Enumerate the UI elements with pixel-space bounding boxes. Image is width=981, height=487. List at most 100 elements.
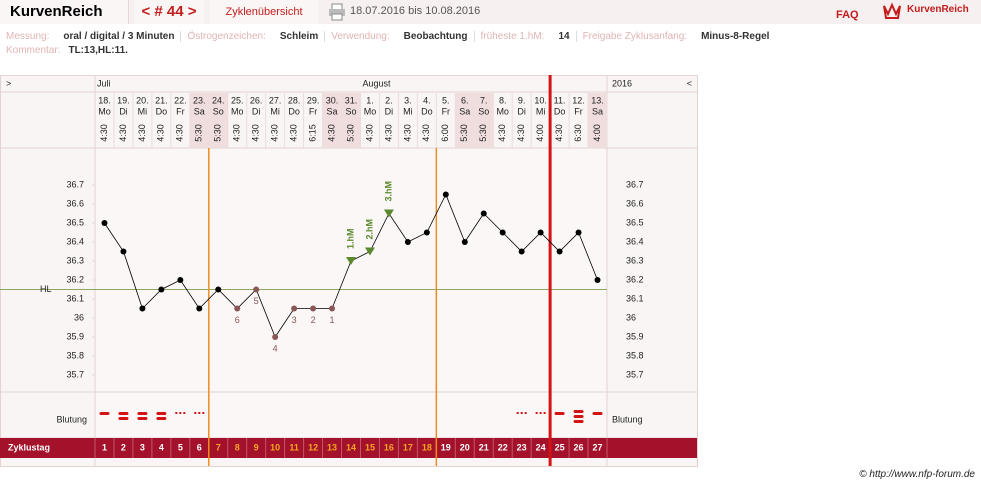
- y-tick-label-right: 35.8: [626, 350, 644, 360]
- weekend-shade: [341, 93, 361, 148]
- bleeding-mark: [592, 412, 603, 415]
- print-icon[interactable]: [328, 3, 346, 21]
- cycle-day: 18: [422, 442, 432, 452]
- low-point: [291, 305, 298, 312]
- y-tick-label-right: 36.1: [626, 293, 644, 303]
- time: 6:15: [307, 124, 317, 142]
- weekday: Do: [288, 106, 300, 116]
- comment-value: TL:13,HL:11.: [68, 45, 128, 56]
- hl-label: HL: [40, 284, 52, 294]
- bleeding-mark: [194, 412, 205, 414]
- weekday: Mo: [231, 106, 244, 116]
- point: [442, 191, 449, 198]
- date: 21.: [155, 95, 168, 105]
- y-tick-label: 36.5: [66, 217, 84, 227]
- weekend-shade: [322, 93, 342, 148]
- cycle-day: 3: [140, 442, 145, 452]
- info-value: oral / digital / 3 Minuten: [63, 31, 175, 42]
- point: [461, 239, 468, 245]
- y-tick-label-right: 36.6: [626, 198, 644, 208]
- cycle-day: 17: [403, 442, 413, 452]
- weekday: Do: [421, 106, 433, 116]
- comment-label: Kommentar:: [6, 45, 61, 56]
- brand[interactable]: KurvenReich: [0, 0, 129, 24]
- date: 2.: [385, 95, 393, 105]
- weekend-shade: [208, 93, 228, 148]
- date: 30.: [326, 95, 339, 105]
- cycle-day: 5: [178, 442, 183, 452]
- time: 4:30: [270, 124, 280, 142]
- weekday: Mo: [496, 106, 509, 116]
- cycle-day: 12: [308, 442, 318, 452]
- plot-area: [95, 148, 607, 438]
- y-tick-label: 36.2: [66, 274, 84, 284]
- time: 4:30: [99, 124, 109, 142]
- cycle-day: 13: [327, 442, 337, 452]
- time: 4:30: [118, 124, 128, 142]
- cycle-day: 25: [555, 442, 565, 452]
- weekday: Mi: [403, 106, 413, 116]
- weekday: Do: [554, 106, 566, 116]
- time: 4:30: [383, 124, 393, 142]
- y-tick-label-right: 36.4: [626, 236, 644, 246]
- time: 4:00: [592, 124, 602, 142]
- low-point: [310, 305, 317, 312]
- cycle-day: 22: [498, 442, 508, 452]
- date: 13.: [591, 95, 604, 105]
- time: 4:30: [421, 124, 431, 142]
- y-tick-label: 36.4: [66, 236, 84, 246]
- time: 5:30: [459, 124, 469, 142]
- cycle-day: 9: [254, 442, 259, 452]
- low-point: [272, 334, 279, 340]
- weekday: Do: [156, 106, 168, 116]
- month: Juli: [97, 78, 111, 88]
- cycle-day: 21: [479, 442, 489, 452]
- bleeding-mark: [156, 412, 167, 420]
- point: [139, 305, 146, 312]
- low-point: [253, 286, 260, 293]
- info-label: Verwendung:: [331, 31, 390, 42]
- date: 11.: [554, 95, 566, 105]
- point: [158, 286, 165, 293]
- time: 4:30: [402, 124, 412, 142]
- tab[interactable]: Zyklenübersicht: [210, 0, 318, 24]
- bleeding-label-right: Blutung: [612, 414, 643, 424]
- time: 6:00: [440, 124, 450, 142]
- date: 5.: [442, 95, 450, 105]
- cycle-nav[interactable]: < # 44 >: [134, 0, 204, 24]
- time: 4:30: [497, 124, 507, 142]
- y-tick-label-right: 36: [626, 312, 636, 322]
- high-label: 1.hM: [345, 228, 355, 249]
- cycle-day: 7: [216, 442, 221, 452]
- cycle-label: Zyklustag: [8, 442, 50, 452]
- y-tick-label-right: 36.7: [626, 179, 644, 189]
- info-item: früheste 1.hM: 14: [473, 31, 576, 42]
- info-value: 14: [558, 31, 570, 42]
- date: 28.: [288, 95, 301, 105]
- info-item: Messung: oral / digital / 3 Minuten: [6, 31, 180, 42]
- time: 4:30: [516, 124, 526, 142]
- weekday: Di: [517, 106, 526, 116]
- date: 20.: [136, 95, 149, 105]
- bleeding-mark: [516, 412, 527, 414]
- faq-link[interactable]: FAQ: [836, 9, 859, 21]
- weekday: Mi: [270, 106, 280, 116]
- point: [423, 229, 430, 236]
- date: 9.: [518, 95, 526, 105]
- weekday: Sa: [592, 106, 603, 116]
- footer: © http://www.nfp-forum.de: [859, 469, 975, 480]
- date: 1.: [366, 95, 374, 105]
- bleeding-mark: [554, 412, 565, 415]
- date: 29.: [307, 95, 320, 105]
- weekend-shade: [474, 93, 494, 148]
- info-line: Messung: oral / digital / 3 Minuten Östrog…: [6, 31, 775, 42]
- point: [499, 229, 506, 236]
- weekday: Mi: [536, 106, 546, 116]
- info-item: Freigabe Zyklusanfang: Minus-8-Regel: [575, 31, 776, 42]
- low-label: 2: [311, 315, 316, 325]
- time: 4:00: [535, 124, 545, 142]
- info-item: Verwendung: Beobachtung: [324, 31, 473, 42]
- time: 5:30: [478, 124, 488, 142]
